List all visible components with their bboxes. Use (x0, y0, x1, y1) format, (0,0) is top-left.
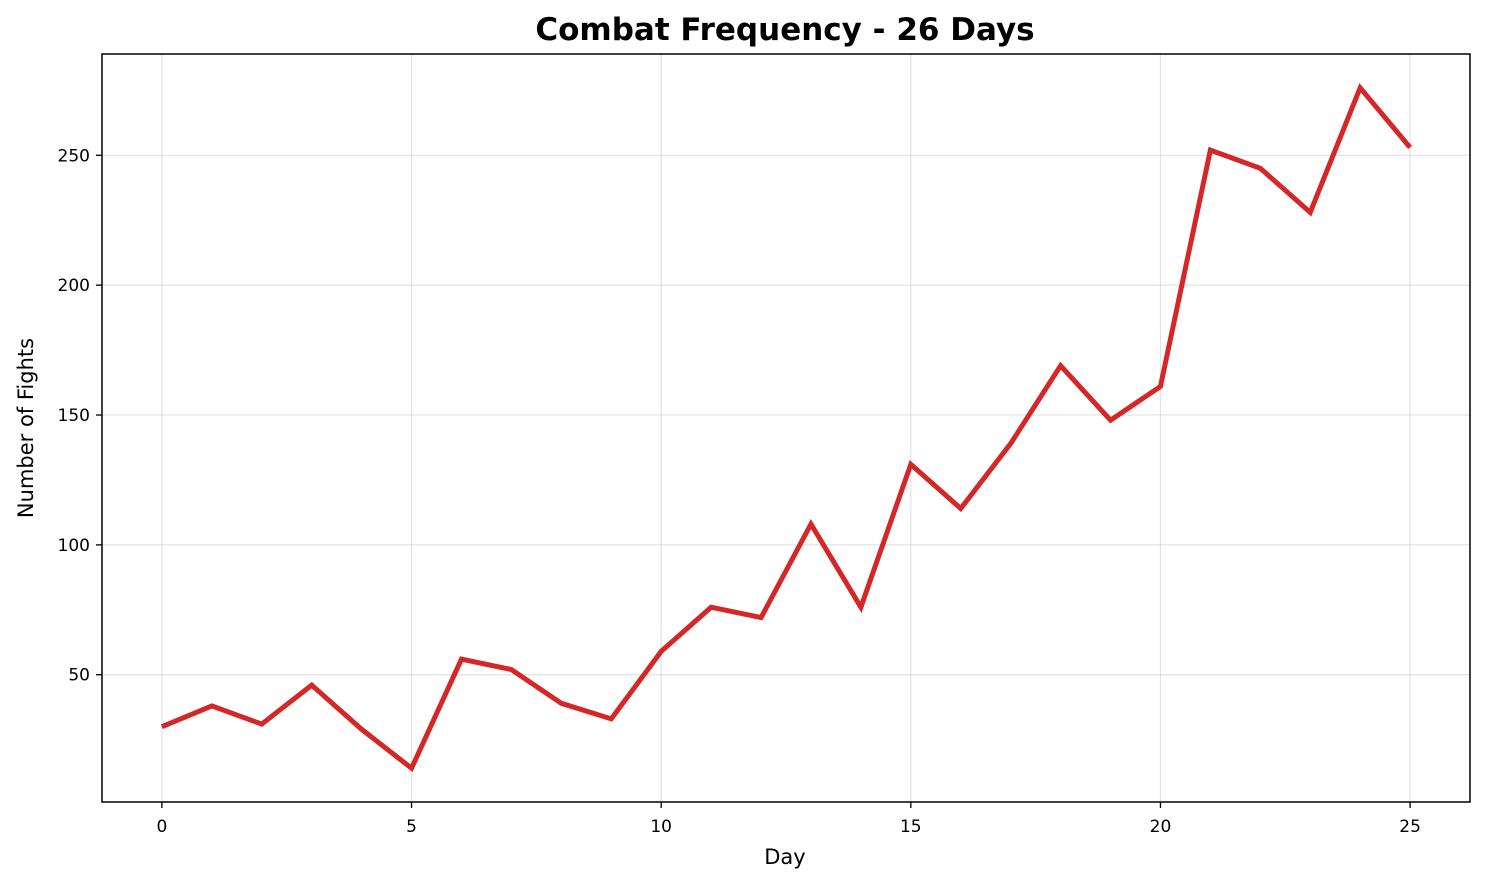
y-tick-label: 200 (58, 276, 90, 296)
data-point (1358, 85, 1363, 90)
series-layer (159, 82, 1413, 773)
data-point (209, 703, 214, 708)
x-tick-label: 25 (1399, 817, 1421, 837)
data-point (1058, 363, 1063, 368)
data-point (159, 724, 164, 729)
data-point (459, 657, 464, 662)
data-point (1108, 418, 1113, 423)
x-tick-label: 15 (900, 817, 922, 837)
y-tick-label: 50 (68, 666, 90, 686)
x-tick-label: 20 (1150, 817, 1172, 837)
data-point (659, 649, 664, 654)
grid-layer (102, 54, 1470, 802)
data-point (259, 722, 264, 727)
data-point (359, 727, 364, 732)
data-point (409, 766, 414, 771)
y-axis-label: Number of Fights (14, 338, 38, 518)
data-point (759, 615, 764, 620)
series-line-0 (160, 82, 1413, 773)
tick-layer: 0 5 10 15 20 25 50 100 150 200 250 (58, 146, 1421, 837)
data-point (808, 522, 813, 527)
data-point (858, 605, 863, 610)
data-point (609, 716, 614, 721)
plot-frame (101, 53, 1471, 803)
x-tick-label: 0 (156, 817, 167, 837)
data-point (1258, 166, 1263, 171)
data-point (309, 683, 314, 688)
data-point (1308, 210, 1313, 215)
data-point (908, 462, 913, 467)
y-tick-label: 100 (58, 536, 90, 556)
data-point (958, 506, 963, 511)
chart-title: Combat Frequency - 26 Days (535, 12, 1034, 48)
data-point (509, 667, 514, 672)
data-point (1408, 145, 1413, 150)
data-point (559, 701, 564, 706)
data-point (1158, 384, 1163, 389)
data-point (1208, 148, 1213, 153)
y-tick-label: 150 (58, 406, 90, 426)
data-point (1008, 441, 1013, 446)
y-tick-label: 250 (58, 146, 90, 166)
x-axis-label: Day (764, 845, 805, 869)
data-point (709, 605, 714, 610)
x-tick-label: 10 (650, 817, 672, 837)
x-tick-label: 5 (406, 817, 417, 837)
